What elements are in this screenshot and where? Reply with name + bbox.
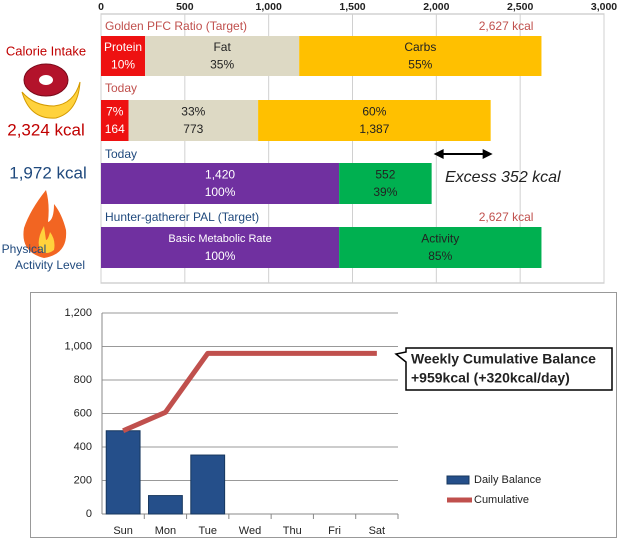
x-tick-label: Thu (283, 525, 302, 537)
x-tick-label: 1,500 (339, 1, 365, 13)
segment-label: 773 (183, 122, 203, 136)
legend-label: Cumulative (474, 494, 529, 506)
y-tick-label: 0 (86, 508, 92, 520)
segment-label: 1,387 (359, 122, 389, 136)
x-tick-label: 500 (176, 1, 194, 13)
segment-label: Activity (421, 231, 459, 245)
annotation: Weekly Cumulative Balance (411, 351, 596, 367)
bar (190, 454, 226, 515)
segment-label: 1,420 (205, 167, 235, 181)
intake-label: Calorie Intake (6, 43, 86, 58)
food-icon (21, 63, 81, 119)
y-tick-label: 800 (74, 374, 92, 386)
bar-segment (339, 163, 432, 204)
bar-segment (101, 227, 340, 268)
y-tick-label: 200 (74, 474, 92, 486)
row-label: Golden PFC Ratio (Target) (105, 19, 247, 33)
bottom-chart-frame (30, 292, 617, 538)
segment-label: 100% (205, 185, 236, 199)
x-tick-label: Sun (113, 525, 133, 537)
x-tick-label: Mon (155, 525, 176, 537)
annotation: +959kcal (+320kcal/day) (411, 370, 570, 386)
row-label: Hunter-gatherer PAL (Target) (105, 210, 259, 224)
x-tick-label: Wed (239, 525, 261, 537)
intake-total: 2,324 kcal (7, 120, 85, 139)
segment-label: 85% (428, 249, 452, 263)
bar-segment (101, 36, 146, 76)
y-tick-label: 600 (74, 407, 92, 419)
x-tick-label: 3,000 (591, 1, 617, 13)
segment-label: 55% (408, 57, 432, 71)
pal-label: Activity Level (15, 258, 85, 272)
segment-label: 33% (181, 104, 205, 118)
row-label: Today (105, 81, 137, 95)
bar (148, 495, 183, 515)
y-tick-label: 1,000 (64, 340, 92, 352)
segment-label: 35% (210, 57, 234, 71)
segment-label: Carbs (404, 40, 436, 54)
x-tick-label: 1,000 (256, 1, 282, 13)
x-tick-label: 2,000 (423, 1, 449, 13)
y-tick-label: 400 (74, 441, 92, 453)
legend-swatch (446, 475, 470, 485)
segment-label: 60% (362, 104, 386, 118)
segment-label: 100% (205, 249, 236, 263)
row-label: Today (105, 147, 137, 161)
annotation: Excess 352 kcal (445, 169, 561, 186)
segment-label: 7% (106, 104, 124, 118)
line (122, 350, 377, 434)
segment-label: Fat (213, 40, 231, 54)
legend-label: Daily Balance (474, 474, 541, 486)
pal-label: Physical (2, 242, 47, 256)
y-tick-label: 1,200 (64, 307, 92, 319)
x-tick-label: Sat (369, 525, 386, 537)
row-total: 2,627 kcal (479, 19, 534, 33)
segment-label: 552 (375, 167, 395, 181)
x-tick-label: 2,500 (507, 1, 533, 13)
segment-label: Protein (104, 40, 142, 54)
segment-label: 10% (111, 57, 135, 71)
segment-label: Basic Metabolic Rate (168, 233, 271, 245)
bar-segment (145, 36, 300, 76)
bar-segment (258, 100, 491, 141)
x-tick-label: Tue (198, 525, 217, 537)
bar-segment (128, 100, 259, 141)
bar-segment (339, 227, 542, 268)
x-tick-label: 0 (98, 1, 104, 13)
row-total: 2,627 kcal (479, 210, 534, 224)
arrow-head (482, 149, 493, 159)
bar-segment (101, 163, 340, 204)
flame-icon (23, 190, 67, 258)
bar-segment (299, 36, 542, 76)
bar-segment (101, 100, 129, 141)
annotation-box (394, 347, 613, 391)
x-tick-label: Fri (328, 525, 341, 537)
segment-label: 39% (373, 185, 397, 199)
arrow-head (433, 149, 444, 159)
segment-label: 164 (105, 122, 125, 136)
pal-total: 1,972 kcal (9, 163, 87, 182)
bar (105, 430, 141, 515)
